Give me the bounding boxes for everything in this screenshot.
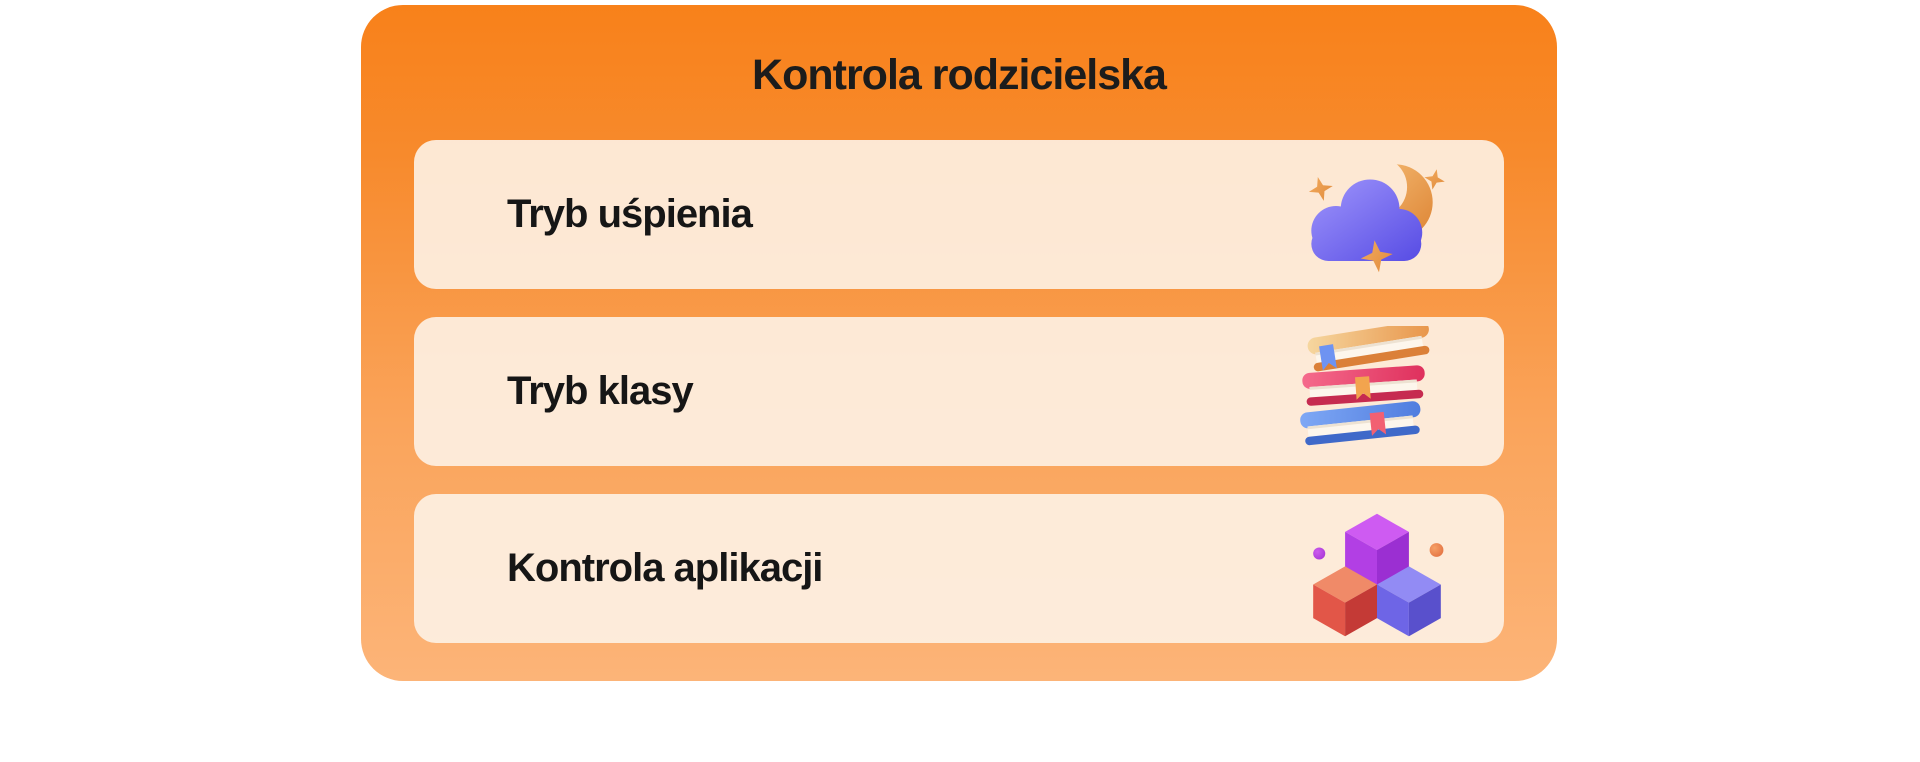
parental-control-panel: Kontrola rodzicielska Tryb uśpienia: [361, 5, 1557, 681]
menu-item-sleep-mode[interactable]: Tryb uśpienia: [414, 140, 1504, 290]
app-control-cubes-icon: [1306, 500, 1448, 638]
menu-item-app-control[interactable]: Kontrola aplikacji: [414, 494, 1504, 644]
panel-title: Kontrola rodzicielska: [752, 51, 1167, 99]
menu: Tryb uśpienia: [414, 140, 1504, 644]
class-mode-books-icon: [1290, 325, 1448, 458]
sleep-mode-cloud-moon-icon: [1296, 151, 1448, 279]
menu-item-class-mode[interactable]: Tryb klasy: [414, 317, 1504, 467]
menu-item-label: Kontrola aplikacji: [507, 546, 823, 591]
menu-item-label: Tryb klasy: [507, 369, 694, 414]
menu-item-label: Tryb uśpienia: [507, 192, 753, 237]
